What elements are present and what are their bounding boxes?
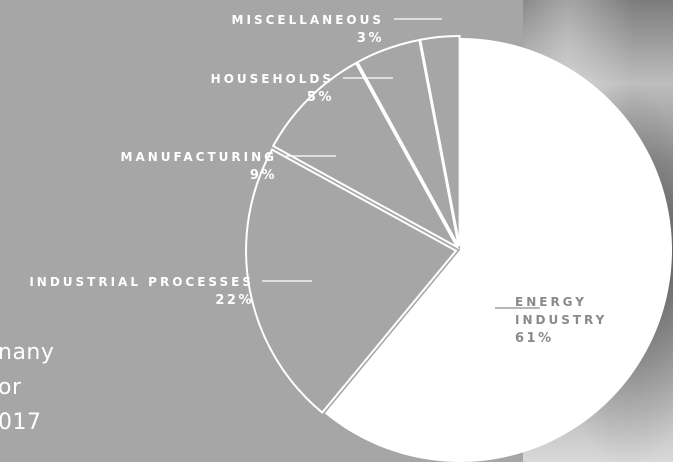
slice-label-2-line-1: INDUSTRIAL PROCESSES [29,275,254,289]
slice-value-1: 61% [515,331,554,346]
slice-value-2: 22% [215,293,254,308]
slice-label-3-line-1: MANUFACTURING [121,150,277,164]
pie-slice-5 [419,35,461,247]
pie-slice-1 [324,38,672,462]
pie-slice-2 [245,148,458,414]
slice-label-1-line-1: ENERGY [515,295,587,309]
title-line-3: 017 [0,410,42,435]
slice-value-5: 3% [357,31,384,46]
title-line-2: or [0,375,22,400]
slice-label-5-line-1: MISCELLANEOUS [232,13,384,27]
title-line-1: nany [0,340,55,365]
pie-slice-3 [271,61,460,250]
slice-label-4-line-1: HOUSEHOLDS [211,72,334,86]
slice-label-1-line-2: INDUSTRY [515,313,607,327]
slice-value-3: 9% [250,168,277,183]
slice-value-4: 5% [307,90,334,105]
pie-slice-4 [356,38,460,247]
